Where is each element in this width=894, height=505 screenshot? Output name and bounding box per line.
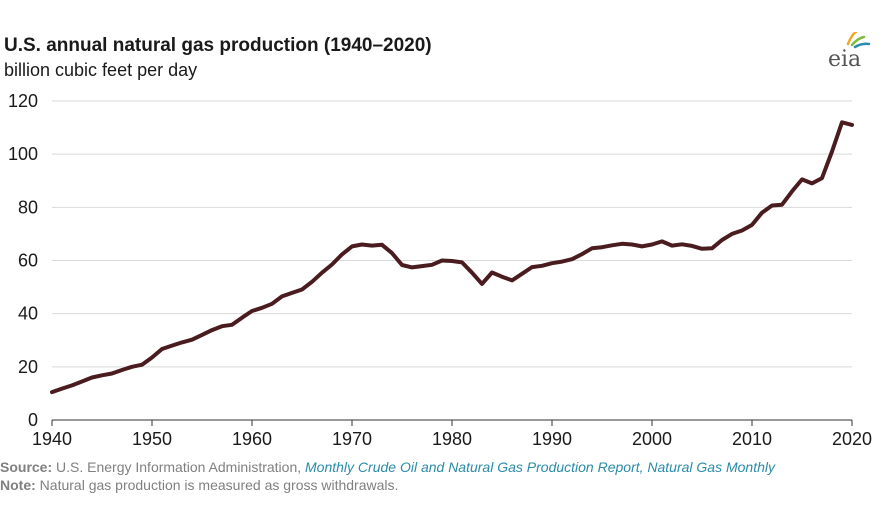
x-tick-1980: 1980 — [432, 429, 472, 449]
chart-title: U.S. annual natural gas production (1940… — [4, 35, 432, 56]
x-tick-1970: 1970 — [332, 429, 372, 449]
source-note: Source: U.S. Energy Information Administ… — [0, 459, 775, 475]
logo-arc-blue — [853, 42, 871, 49]
x-tick-1990: 1990 — [532, 429, 572, 449]
y-tick-60: 60 — [18, 251, 38, 271]
x-tick-marks — [51, 420, 853, 426]
y-tick-0: 0 — [28, 410, 38, 430]
x-tick-1950: 1950 — [132, 429, 172, 449]
y-tick-20: 20 — [18, 357, 38, 377]
x-tick-1960: 1960 — [232, 429, 272, 449]
eia-logo: eia — [828, 32, 871, 72]
chart-subtitle: billion cubic feet per day — [4, 60, 198, 80]
x-tick-labels: 1940 1950 1960 1970 1980 1990 2000 2010 2020 — [32, 429, 872, 449]
y-tick-120: 120 — [8, 91, 38, 111]
note-label: Note: — [0, 477, 36, 493]
note: Note: Natural gas production is measured… — [0, 477, 398, 493]
x-tick-2010: 2010 — [732, 429, 772, 449]
y-tick-40: 40 — [18, 304, 38, 324]
x-tick-2000: 2000 — [632, 429, 672, 449]
x-tick-1940: 1940 — [32, 429, 72, 449]
x-tick-2020: 2020 — [832, 429, 872, 449]
y-tick-labels: 0 20 40 60 80 100 120 — [8, 91, 38, 430]
note-text: Natural gas production is measured as gr… — [35, 477, 399, 493]
logo-arc-orange — [846, 32, 858, 46]
line-chart: 0 20 40 60 80 100 120 1940 1950 1960 1970 1980 1990… — [8, 91, 872, 449]
source-agency: U.S. Energy Information Administration, — [52, 459, 306, 475]
y-tick-100: 100 — [8, 144, 38, 164]
source-reports-link[interactable]: Monthly Crude Oil and Natural Gas Produc… — [305, 459, 776, 475]
source-label: Source: — [0, 459, 53, 475]
logo-text: eia — [828, 47, 861, 72]
logo-arc-green — [850, 35, 866, 47]
y-tick-80: 80 — [18, 197, 38, 217]
series-line-production — [50, 120, 854, 395]
